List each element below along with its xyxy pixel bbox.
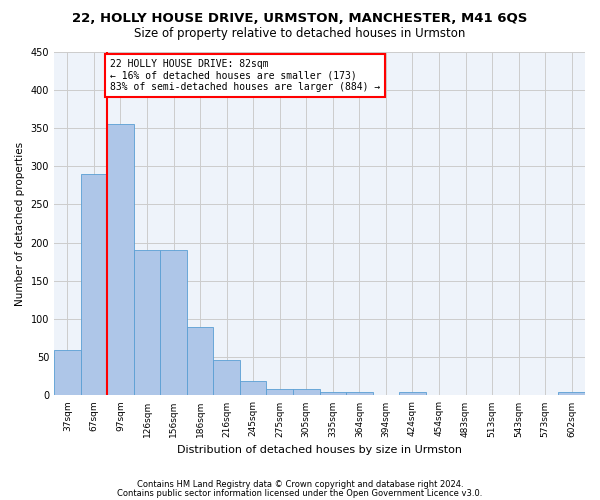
- Bar: [293, 388, 320, 396]
- Text: 22 HOLLY HOUSE DRIVE: 82sqm
← 16% of detached houses are smaller (173)
83% of se: 22 HOLLY HOUSE DRIVE: 82sqm ← 16% of det…: [110, 59, 380, 92]
- Bar: [54, 350, 80, 396]
- Bar: [346, 392, 373, 396]
- Y-axis label: Number of detached properties: Number of detached properties: [15, 142, 25, 306]
- Bar: [266, 388, 293, 396]
- Bar: [399, 392, 426, 396]
- Bar: [187, 326, 214, 396]
- Bar: [160, 250, 187, 396]
- Text: 22, HOLLY HOUSE DRIVE, URMSTON, MANCHESTER, M41 6QS: 22, HOLLY HOUSE DRIVE, URMSTON, MANCHEST…: [73, 12, 527, 26]
- Bar: [240, 381, 266, 396]
- Bar: [214, 360, 240, 396]
- Text: Contains public sector information licensed under the Open Government Licence v3: Contains public sector information licen…: [118, 488, 482, 498]
- Bar: [107, 124, 134, 396]
- Bar: [80, 174, 107, 396]
- Bar: [320, 392, 346, 396]
- Bar: [134, 250, 160, 396]
- Text: Size of property relative to detached houses in Urmston: Size of property relative to detached ho…: [134, 28, 466, 40]
- Bar: [559, 392, 585, 396]
- Text: Contains HM Land Registry data © Crown copyright and database right 2024.: Contains HM Land Registry data © Crown c…: [137, 480, 463, 489]
- X-axis label: Distribution of detached houses by size in Urmston: Distribution of detached houses by size …: [177, 445, 462, 455]
